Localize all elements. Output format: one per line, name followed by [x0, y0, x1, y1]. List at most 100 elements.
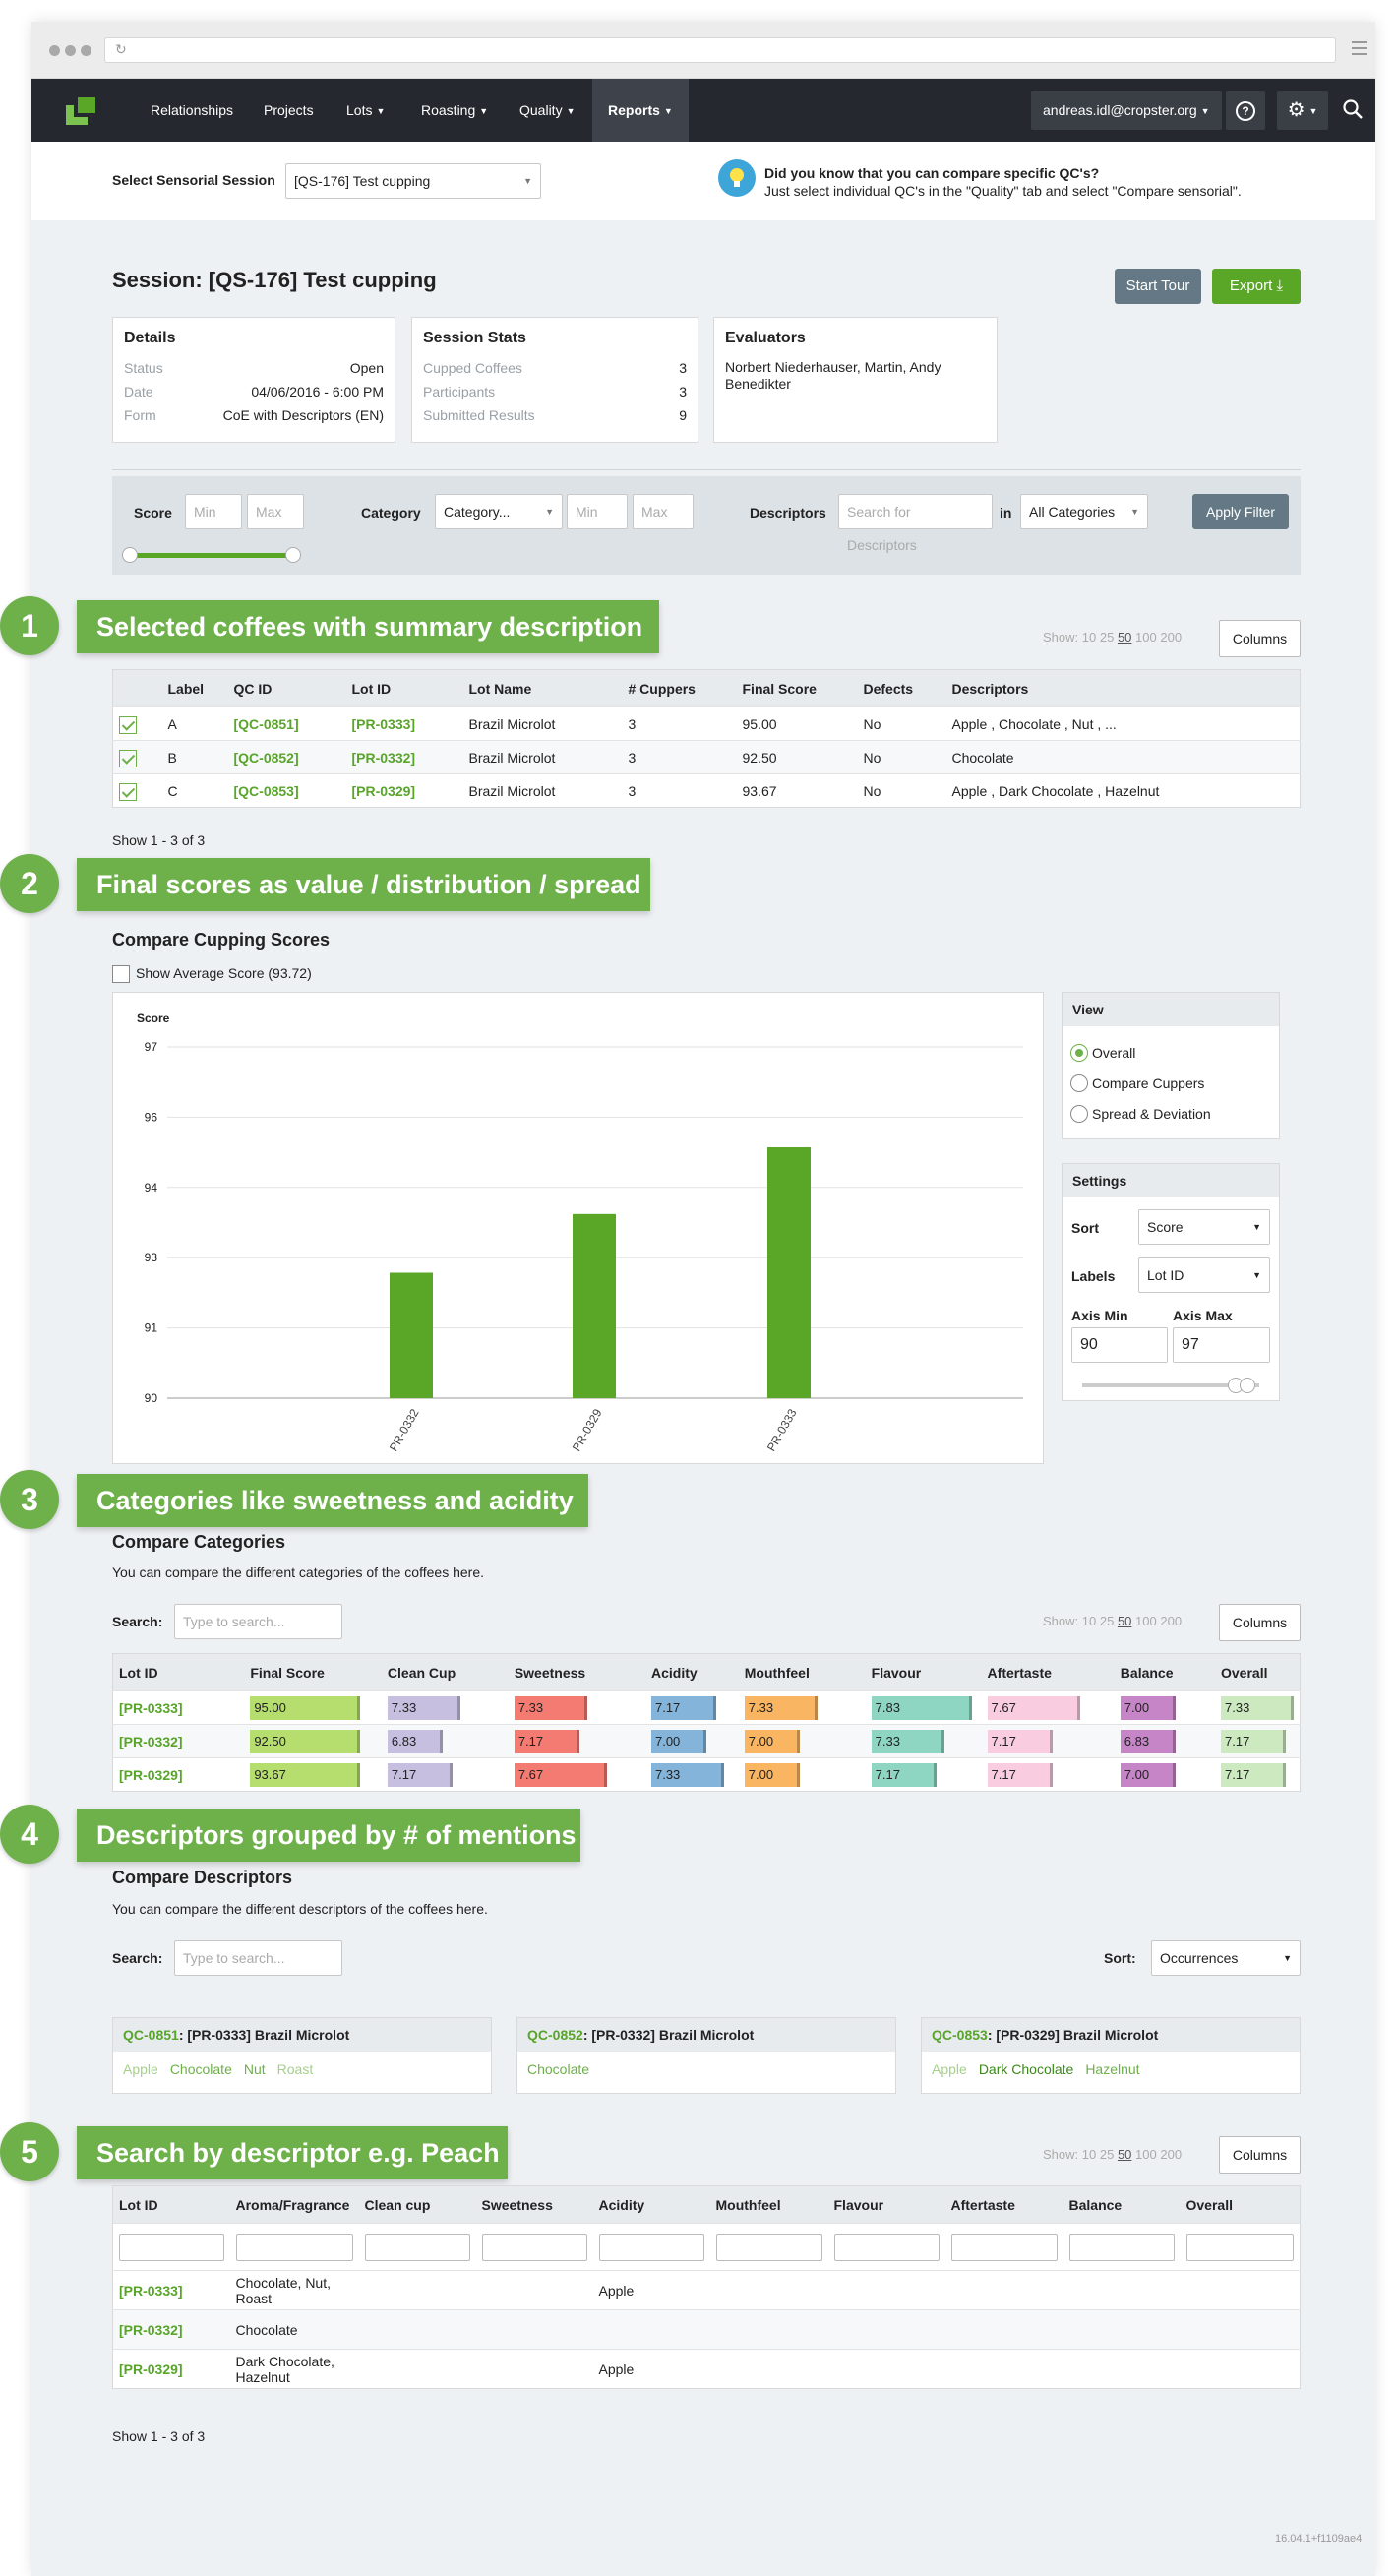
column-header[interactable]: Final Score: [244, 1653, 382, 1691]
column-header[interactable]: Balance: [1114, 1653, 1215, 1691]
column-header[interactable]: Aroma/Fragrance: [229, 2185, 359, 2224]
lot-link[interactable]: [PR-0329]: [345, 773, 463, 808]
descriptor-tag[interactable]: Dark Chocolate: [978, 2061, 1074, 2077]
column-header[interactable]: Acidity: [644, 1653, 739, 1691]
qc-link[interactable]: QC-0852: [527, 2027, 583, 2043]
column-header[interactable]: Sweetness: [508, 1653, 645, 1691]
column-filter-input[interactable]: [715, 2233, 822, 2261]
column-header[interactable]: Acidity: [592, 2185, 710, 2224]
column-header[interactable]: Clean cup: [358, 2185, 476, 2224]
axis-range-slider[interactable]: [1082, 1383, 1259, 1387]
column-filter-input[interactable]: [833, 2233, 940, 2261]
lot-link[interactable]: [PR-0333]: [112, 1690, 245, 1725]
page-size-selector[interactable]: Show: 10 25 50 100 200: [1043, 2147, 1183, 2162]
lot-link[interactable]: [PR-0332]: [112, 1724, 245, 1758]
nav-projects[interactable]: Projects: [264, 102, 314, 118]
slider-handle[interactable]: [1240, 1378, 1255, 1393]
radio[interactable]: [1070, 1044, 1088, 1062]
score-min-input[interactable]: Min: [185, 494, 242, 529]
row-checkbox[interactable]: [119, 783, 137, 801]
score-max-input[interactable]: Max: [247, 494, 304, 529]
column-header[interactable]: Flavour: [827, 2185, 945, 2224]
column-filter-input[interactable]: [950, 2233, 1058, 2261]
descriptor-tag[interactable]: Apple: [932, 2061, 967, 2077]
show-average-toggle[interactable]: Show Average Score (93.72): [112, 965, 312, 984]
user-menu-button[interactable]: andreas.idl@cropster.org ▼: [1031, 91, 1222, 130]
table-row[interactable]: [PR-0329] Dark Chocolate, Hazelnut Apple: [112, 2349, 1301, 2389]
chart-labels-select[interactable]: Lot ID ▼: [1138, 1257, 1270, 1293]
column-filter-input[interactable]: [598, 2233, 704, 2261]
column-header[interactable]: Overall: [1180, 2185, 1301, 2224]
column-filter-input[interactable]: [481, 2233, 587, 2261]
descriptor-tag[interactable]: Chocolate: [527, 2061, 590, 2077]
search-icon[interactable]: [1342, 98, 1364, 120]
lot-link[interactable]: [PR-0332]: [345, 740, 463, 774]
view-overall-option[interactable]: Overall: [1070, 1040, 1135, 1062]
column-header[interactable]: Mouthfeel: [738, 1653, 866, 1691]
column-filter-input[interactable]: [235, 2233, 353, 2261]
nav-reports[interactable]: Reports ▼: [592, 79, 689, 142]
descriptor-sort-select[interactable]: Occurrences ▼: [1151, 1940, 1301, 1976]
column-header[interactable]: Lot Name: [462, 669, 623, 707]
table-row[interactable]: [PR-0332] Chocolate: [112, 2309, 1301, 2350]
nav-relationships[interactable]: Relationships: [151, 102, 234, 118]
axis-max-input[interactable]: 97: [1173, 1327, 1270, 1363]
table-row[interactable]: B [QC-0852] [PR-0332] Brazil Microlot 3 92.50…: [112, 740, 1301, 774]
table-row[interactable]: [PR-0333] 95.00 7.33 7.33 7.17 7.33 7.83 7.67 7.…: [112, 1690, 1301, 1725]
column-filter-input[interactable]: [1068, 2233, 1175, 2261]
column-header[interactable]: Flavour: [865, 1653, 982, 1691]
cropster-logo-icon[interactable]: [66, 97, 95, 125]
column-header[interactable]: Mouthfeel: [709, 2185, 828, 2224]
table-row[interactable]: A [QC-0851] [PR-0333] Brazil Microlot 3 95.00…: [112, 706, 1301, 741]
apply-filter-button[interactable]: Apply Filter: [1192, 494, 1289, 529]
descriptor-list-search-input[interactable]: Type to search...: [174, 1940, 342, 1976]
chart-sort-select[interactable]: Score ▼: [1138, 1209, 1270, 1245]
page-size-selector[interactable]: Show: 10 25 50 100 200: [1043, 630, 1183, 644]
column-filter-input[interactable]: [1185, 2233, 1294, 2261]
slider-handle[interactable]: [122, 547, 138, 563]
column-header[interactable]: Clean Cup: [381, 1653, 509, 1691]
session-select[interactable]: [QS-176] Test cupping ▼: [285, 163, 541, 199]
lot-link[interactable]: [PR-0332]: [112, 2309, 230, 2350]
nav-quality[interactable]: Quality ▼: [519, 102, 576, 118]
column-header[interactable]: Label: [161, 669, 228, 707]
descriptor-tag[interactable]: Chocolate: [169, 2061, 232, 2077]
column-header[interactable]: Aftertaste: [981, 1653, 1115, 1691]
descriptor-search-input[interactable]: Search for Descriptors: [838, 494, 993, 553]
column-header[interactable]: Lot ID: [112, 1653, 245, 1691]
category-max-input[interactable]: Max: [633, 494, 694, 529]
help-button[interactable]: ?: [1226, 91, 1265, 130]
nav-lots[interactable]: Lots ▼: [346, 102, 386, 118]
lot-link[interactable]: [PR-0329]: [112, 1757, 245, 1792]
column-header[interactable]: Sweetness: [475, 2185, 593, 2224]
qc-link[interactable]: [QC-0851]: [227, 706, 346, 741]
row-checkbox[interactable]: [119, 716, 137, 734]
descriptor-tag[interactable]: Nut: [243, 2061, 266, 2077]
window-dot[interactable]: [49, 45, 60, 56]
columns-button[interactable]: Columns: [1219, 2136, 1301, 2174]
table-row[interactable]: [PR-0332] 92.50 6.83 7.17 7.00 7.00 7.33 7.17 6.…: [112, 1724, 1301, 1758]
score-bar[interactable]: [390, 1272, 433, 1399]
column-header[interactable]: Lot ID: [112, 2185, 230, 2224]
row-checkbox[interactable]: [119, 750, 137, 767]
reload-icon[interactable]: ↻: [115, 41, 127, 57]
menu-icon[interactable]: [1352, 41, 1367, 59]
page-size-selector[interactable]: Show: 10 25 50 100 200: [1043, 1614, 1183, 1628]
radio[interactable]: [1070, 1105, 1088, 1123]
category-min-input[interactable]: Min: [567, 494, 628, 529]
category-search-input[interactable]: Type to search...: [174, 1604, 342, 1639]
column-filter-input[interactable]: [364, 2233, 470, 2261]
table-row[interactable]: C [QC-0853] [PR-0329] Brazil Microlot 3 93.67…: [112, 773, 1301, 808]
column-header[interactable]: # Cuppers: [622, 669, 737, 707]
view-compare-cuppers-option[interactable]: Compare Cuppers: [1070, 1071, 1204, 1092]
column-header[interactable]: QC ID: [227, 669, 346, 707]
descriptor-category-select[interactable]: All Categories ▼: [1020, 494, 1148, 529]
settings-button[interactable]: ⚙ ▼: [1277, 91, 1328, 130]
column-header[interactable]: Aftertaste: [944, 2185, 1063, 2224]
column-header[interactable]: Defects: [857, 669, 946, 707]
export-button[interactable]: Export ⤓: [1212, 269, 1301, 304]
column-header[interactable]: Lot ID: [345, 669, 463, 707]
checkbox[interactable]: [112, 965, 130, 984]
qc-link[interactable]: QC-0853: [932, 2027, 988, 2043]
window-dot[interactable]: [81, 45, 91, 56]
